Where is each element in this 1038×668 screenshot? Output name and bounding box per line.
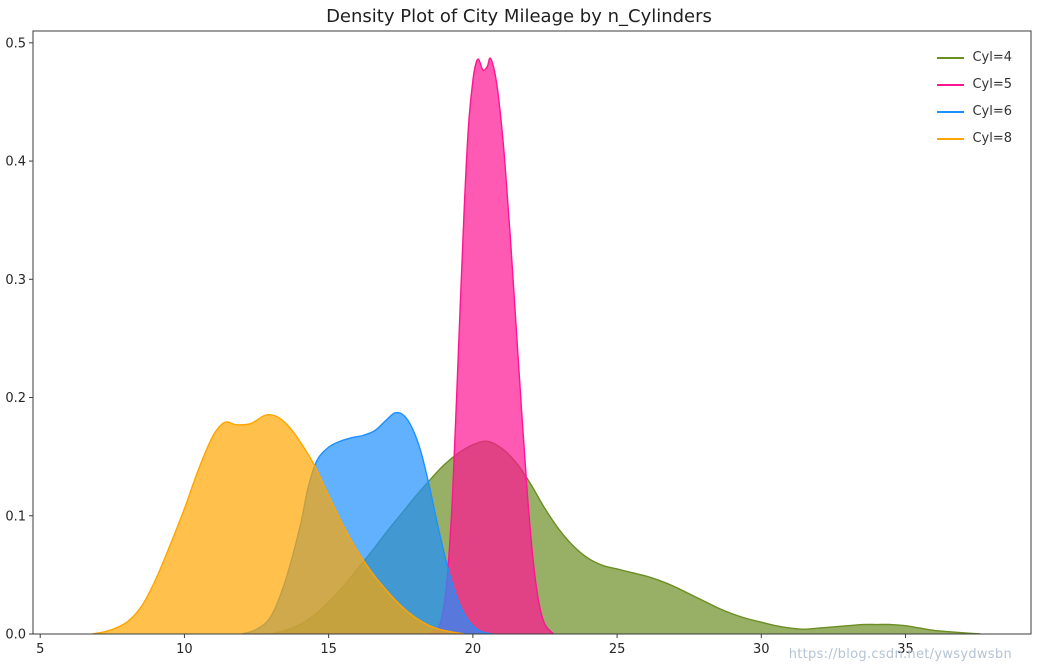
density-area-cyl-5: [426, 58, 554, 634]
x-tick-label: 25: [609, 642, 626, 657]
y-tick-label: 0.1: [5, 509, 26, 524]
x-tick-label: 15: [320, 642, 337, 657]
y-tick-label: 0.3: [5, 273, 26, 288]
legend-label: Cyl=8: [972, 131, 1012, 146]
y-tick-label: 0.4: [5, 155, 26, 170]
legend-label: Cyl=6: [972, 104, 1012, 119]
x-tick-label: 30: [753, 642, 770, 657]
y-tick-label: 0.2: [5, 391, 26, 406]
legend-item: Cyl=4: [937, 44, 1012, 71]
density-line-cyl-8: [91, 413, 465, 634]
y-tick-label: 0.5: [5, 36, 26, 51]
plot-frame: [32, 30, 1032, 635]
x-tick-label: 10: [176, 642, 193, 657]
legend-item: Cyl=6: [937, 98, 1012, 125]
legend-line-swatch: [937, 56, 965, 59]
legend-line-swatch: [937, 83, 965, 86]
density-line-cyl-5: [426, 57, 555, 634]
chart-title: Density Plot of City Mileage by n_Cylind…: [326, 6, 712, 27]
legend: Cyl=4 Cyl=5 Cyl=6 Cyl=8: [937, 44, 1012, 152]
x-tick-label: 35: [897, 642, 914, 657]
legend-line-swatch: [937, 110, 965, 113]
density-area-cyl-8: [92, 414, 465, 634]
density-areas: [91, 57, 981, 634]
x-tick-label: 20: [465, 642, 482, 657]
x-tick-label: 5: [36, 642, 44, 657]
legend-item: Cyl=5: [937, 71, 1012, 98]
legend-label: Cyl=5: [972, 77, 1012, 92]
legend-line-swatch: [937, 137, 965, 140]
y-tick-label: 0.0: [5, 628, 26, 643]
legend-item: Cyl=8: [937, 125, 1012, 152]
watermark: https://blog.csdn.net/ywsydwsbn: [788, 647, 1012, 662]
legend-label: Cyl=4: [972, 50, 1012, 65]
